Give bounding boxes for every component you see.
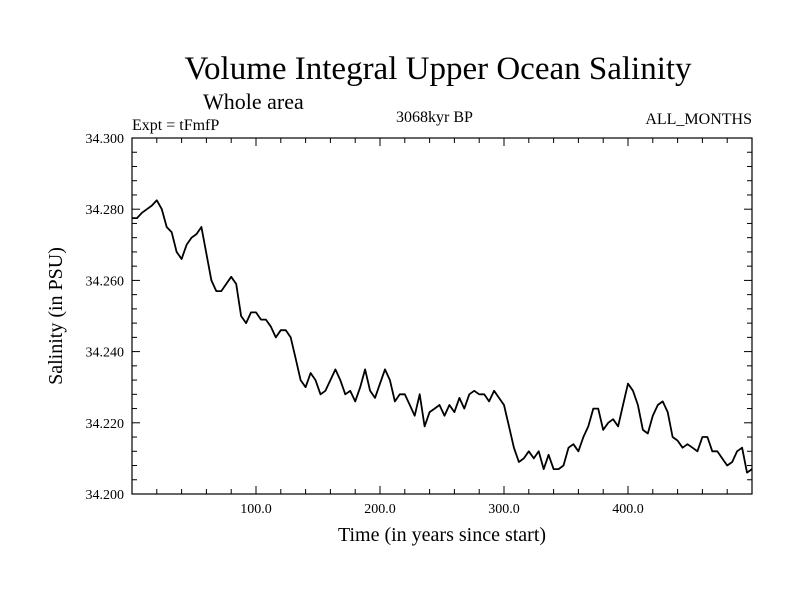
plot-frame <box>131 137 753 495</box>
chart-title: Volume Integral Upper Ocean Salinity <box>184 51 692 87</box>
y-tick-label: 34.200 <box>86 488 125 503</box>
x-tick-label: 100.0 <box>240 502 272 517</box>
x-tick-label: 200.0 <box>364 502 396 517</box>
period-label: 3068kyr BP <box>396 109 473 126</box>
months-label: ALL_MONTHS <box>645 111 752 128</box>
x-axis-label: Time (in years since start) <box>338 524 546 546</box>
y-axis-ticks <box>132 151 752 481</box>
y-tick-label: 34.260 <box>86 274 125 289</box>
x-tick-label: 400.0 <box>612 502 644 517</box>
y-tick-label: 34.220 <box>86 417 125 432</box>
y-tick-label: 34.280 <box>86 203 125 218</box>
x-axis-tick-labels: 100.0 200.0 300.0 400.0 <box>240 502 644 517</box>
y-axis-tick-labels: 34.200 34.220 34.240 34.260 34.280 34.300 <box>86 132 125 503</box>
chart-subtitle: Whole area <box>203 89 304 114</box>
y-tick-label: 34.300 <box>86 132 125 147</box>
x-tick-label: 300.0 <box>488 502 520 517</box>
x-axis-ticks <box>156 138 728 494</box>
experiment-label: Expt = tFmfP <box>132 117 219 134</box>
salinity-series-line <box>132 199 753 474</box>
y-axis-label: Salinity (in PSU) <box>45 247 67 385</box>
y-tick-label: 34.240 <box>86 346 125 361</box>
